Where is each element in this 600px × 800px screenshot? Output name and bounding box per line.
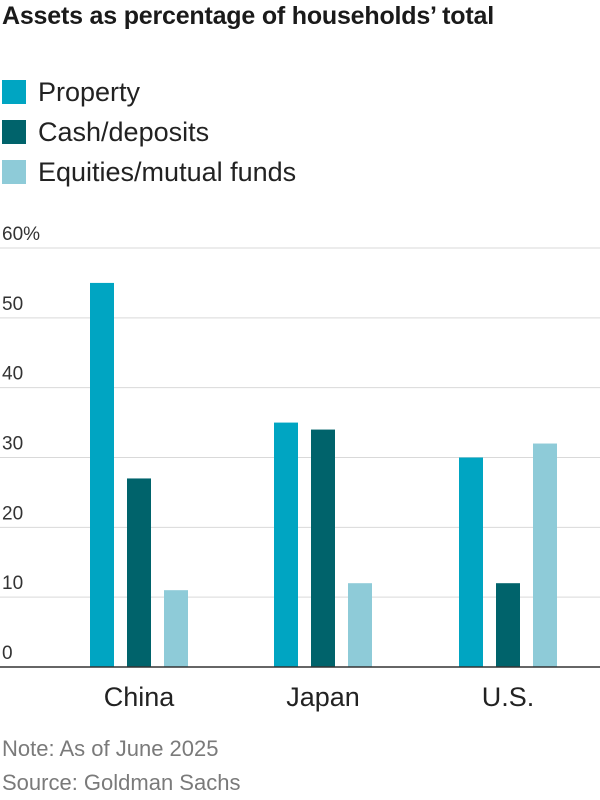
chart-note: Note: As of June 2025 — [2, 736, 219, 761]
legend-item-cash-deposits: Cash/deposits — [2, 112, 296, 152]
bar-china-property — [90, 282, 114, 667]
y-tick-label-50: 50 — [2, 294, 23, 315]
y-tick-label-10: 10 — [2, 573, 23, 594]
bar-japan-equities-mutual-funds — [348, 583, 372, 667]
bar-japan-cash-deposits — [311, 429, 335, 667]
bar-japan-property — [274, 422, 298, 667]
y-tick-label-0: 0 — [2, 643, 13, 664]
y-tick-label-30: 30 — [2, 434, 23, 455]
legend-swatch-equities — [2, 160, 26, 184]
y-tick-label-60: 60% — [2, 224, 40, 245]
legend-swatch-property — [2, 80, 26, 104]
chart-title: Assets as percentage of households’ tota… — [2, 2, 494, 30]
x-category-label-japan: Japan — [286, 682, 360, 712]
legend: Property Cash/deposits Equities/mutual f… — [2, 72, 296, 192]
y-tick-label-20: 20 — [2, 503, 23, 524]
bar-china-cash-deposits — [127, 478, 151, 667]
bar-china-equities-mutual-funds — [164, 590, 188, 667]
bar-us-property — [459, 457, 483, 667]
bar-us-cash-deposits — [496, 583, 520, 667]
legend-label-cash-deposits: Cash/deposits — [38, 116, 210, 147]
chart-source: Source: Goldman Sachs — [2, 770, 241, 795]
legend-swatch-cash-deposits — [2, 120, 26, 144]
legend-item-property: Property — [2, 72, 296, 112]
x-category-label-china: China — [104, 682, 176, 712]
legend-label-property: Property — [38, 76, 141, 107]
x-category-label-us: U.S. — [482, 682, 535, 712]
legend-item-equities: Equities/mutual funds — [2, 152, 296, 192]
bar-us-equities-mutual-funds — [533, 443, 557, 667]
y-tick-label-40: 40 — [2, 364, 23, 385]
legend-label-equities: Equities/mutual funds — [38, 156, 297, 187]
